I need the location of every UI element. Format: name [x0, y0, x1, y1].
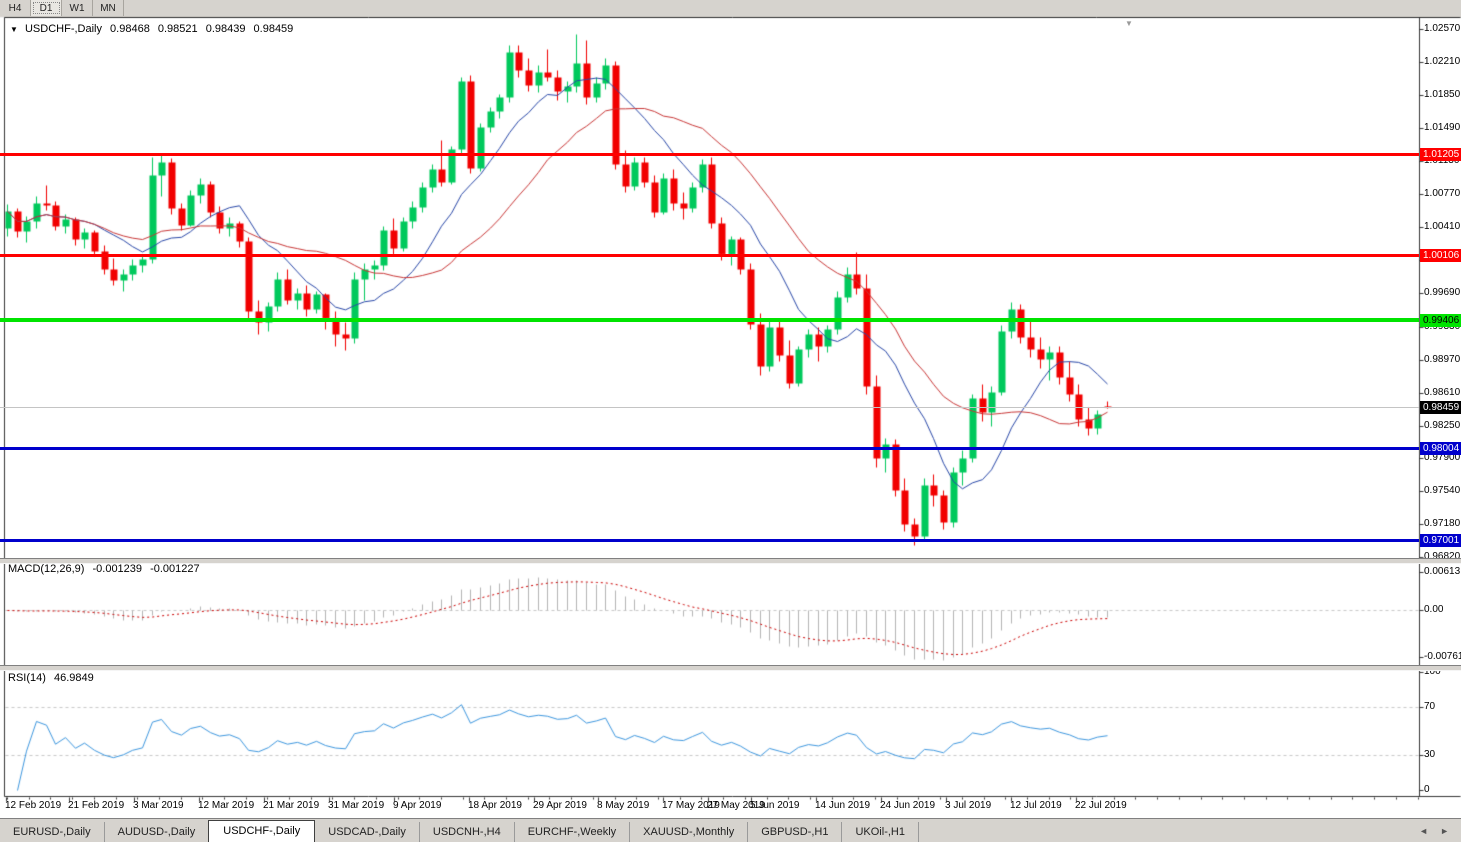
price-axis-tick-label: 0.96820: [1424, 551, 1461, 562]
support-line-2[interactable]: [0, 539, 1419, 542]
support-line-mid[interactable]: [0, 318, 1419, 322]
price-axis-tick-label: 1.01490: [1424, 122, 1461, 133]
macd-value-2: -0.001227: [150, 563, 200, 575]
price-axis-tick-label: 0.98970: [1424, 354, 1461, 365]
date-axis-label: 27 May 2019: [707, 800, 765, 811]
macd-axis-tick-label: 0.00613: [1424, 566, 1461, 577]
macd-axis-tick-label: 0.00: [1424, 604, 1444, 615]
rsi-axis-tick-label: 0: [1424, 784, 1430, 795]
rsi-axis-tick-label: 100: [1424, 666, 1441, 677]
price-axis-tick-label: 1.02210: [1424, 56, 1461, 67]
ohlc-low: 0.98439: [205, 23, 246, 35]
price-axis-tick-label: 0.97900: [1424, 452, 1461, 463]
ohlc-open: 0.98468: [110, 23, 150, 35]
price-axis-tick-label: 0.97540: [1424, 485, 1461, 496]
date-axis-label: 3 Mar 2019: [133, 800, 184, 811]
price-axis-tick-label: 1.00410: [1424, 221, 1461, 232]
date-axis-label: 8 May 2019: [597, 800, 650, 811]
price-axis-tick-label: 0.99690: [1424, 287, 1461, 298]
rsi-value: 46.9849: [53, 672, 94, 684]
support-level-1-badge: 0.98004: [1420, 442, 1461, 455]
date-axis-label: 31 Mar 2019: [328, 800, 385, 811]
rsi-axis-tick-label: 30: [1424, 749, 1436, 760]
support-level-2-badge: 0.97001: [1420, 534, 1461, 547]
chart-tab-bar: EURUSD-,Daily AUDUSD-,Daily USDCHF-,Daily U…: [0, 818, 1461, 842]
macd-axis-tick-label: -0.007612: [1424, 651, 1461, 662]
date-axis-label: 14 Jun 2019: [815, 800, 871, 811]
date-axis-label: 18 Apr 2019: [468, 800, 522, 811]
resistance-line-2[interactable]: [0, 254, 1419, 257]
chart-menu-arrow-icon[interactable]: ▼: [10, 25, 18, 34]
date-axis-label: 12 Jul 2019: [1010, 800, 1062, 811]
date-axis-label: 29 Apr 2019: [533, 800, 587, 811]
support-line-1[interactable]: [0, 447, 1419, 450]
chart-tab-eurusd-daily[interactable]: EURUSD-,Daily: [0, 822, 105, 842]
price-axis-tick-label: 0.98610: [1424, 387, 1461, 398]
price-axis-tick-label: 0.97180: [1424, 518, 1461, 529]
price-axis-tick-label: 1.02570: [1424, 23, 1461, 34]
chart-symbol-label: USDCHF-,Daily: [24, 23, 102, 35]
chart-tab-eurchf-weekly[interactable]: EURCHF-,Weekly: [515, 822, 631, 842]
chart-tab-usdcnh-h4[interactable]: USDCNH-,H4: [420, 822, 515, 842]
chart-tab-usdchf-daily[interactable]: USDCHF-,Daily: [208, 820, 316, 842]
price-axis-tick-label: 1.01850: [1424, 89, 1461, 100]
resistance-level-1-badge: 1.01205: [1420, 148, 1461, 161]
panel-separator-rsi[interactable]: [0, 665, 1461, 671]
resistance-line-1[interactable]: [0, 153, 1419, 156]
price-axis-tick-label: 0.98250: [1424, 420, 1461, 431]
mid-support-level-badge: 0.99406: [1420, 314, 1461, 327]
chart-tab-ukoil-h1[interactable]: UKOil-,H1: [842, 822, 919, 842]
current-price-badge: 0.98459: [1420, 401, 1461, 414]
date-axis-label: 5 Jun 2019: [750, 800, 800, 811]
macd-value-1: -0.001239: [92, 563, 143, 575]
rsi-name: RSI(14): [8, 672, 46, 684]
date-axis-label: 9 Apr 2019: [393, 800, 442, 811]
panel-separator-macd[interactable]: [0, 558, 1461, 564]
date-axis-label: 22 Jul 2019: [1075, 800, 1127, 811]
date-axis-label: 12 Feb 2019: [5, 800, 62, 811]
ohlc-close: 0.98459: [253, 23, 294, 35]
chart-tab-gbpusd-h1[interactable]: GBPUSD-,H1: [748, 822, 843, 842]
price-axis-tick-label: 1.00770: [1424, 188, 1461, 199]
date-axis-label: 24 Jun 2019: [880, 800, 936, 811]
rsi-indicator-label: RSI(14) 46.9849: [8, 672, 94, 684]
chart-shift-marker-icon[interactable]: ▼: [1125, 19, 1133, 28]
rsi-axis-tick-label: 70: [1424, 701, 1436, 712]
bid-price-line: [0, 407, 1419, 408]
ohlc-high: 0.98521: [157, 23, 198, 35]
chart-tab-usdcad-daily[interactable]: USDCAD-,Daily: [315, 822, 420, 842]
tab-scroll-right-button[interactable]: ►: [1440, 826, 1449, 836]
date-axis-label: 12 Mar 2019: [198, 800, 255, 811]
date-axis-label: 21 Feb 2019: [68, 800, 125, 811]
chart-tab-xauusd-monthly[interactable]: XAUUSD-,Monthly: [630, 822, 749, 842]
chart-title: ▼ USDCHF-,Daily 0.98468 0.98521 0.98439 …: [10, 23, 293, 35]
chart-tab-audusd-daily[interactable]: AUDUSD-,Daily: [105, 822, 210, 842]
date-axis-label: 17 May 2019: [662, 800, 720, 811]
date-axis-label: 21 Mar 2019: [263, 800, 320, 811]
resistance-level-2-badge: 1.00106: [1420, 249, 1461, 262]
date-axis-label: 3 Jul 2019: [945, 800, 992, 811]
macd-name: MACD(12,26,9): [8, 563, 85, 575]
tab-scroll-left-button[interactable]: ◄: [1419, 826, 1429, 836]
macd-indicator-label: MACD(12,26,9) -0.001239 -0.001227: [8, 563, 200, 575]
